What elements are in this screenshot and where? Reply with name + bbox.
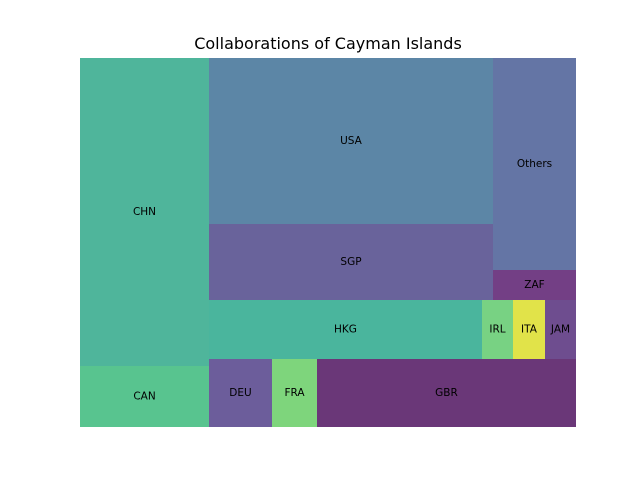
treemap-cell-ita [513,300,545,359]
treemap-cell-gbr [317,359,576,427]
treemap-label-others: Others [517,158,552,170]
treemap-label-sgp: SGP [340,256,361,268]
treemap-cell-chn [80,58,209,366]
treemap-cell-sgp [209,224,493,300]
treemap-label-fra: FRA [284,387,305,399]
treemap-label-ita: ITA [521,324,538,336]
treemap-label-irl: IRL [489,324,505,336]
treemap-cell-deu [209,359,272,427]
treemap-cell-fra [272,359,317,427]
chart-title: Collaborations of Cayman Islands [194,34,462,53]
treemap-label-zaf: ZAF [524,279,544,291]
treemap-cell-jam [545,300,576,359]
treemap-cell-irl [482,300,513,359]
treemap-labels: CHN CAN USA Others SGP ZAF HKG IRL ITA JAM DEU FRA G… [133,135,570,403]
treemap-label-hkg: HKG [334,324,357,336]
treemap-cell-can [80,366,209,427]
treemap-cells [80,58,576,427]
treemap-label-can: CAN [133,391,155,403]
treemap-label-usa: USA [340,135,363,147]
treemap-cell-others [493,58,576,270]
treemap-label-deu: DEU [229,387,251,399]
treemap-cell-usa [209,58,493,224]
treemap-cell-hkg [209,300,482,359]
treemap-cell-zaf [493,270,576,300]
treemap-label-gbr: GBR [435,387,458,399]
treemap-label-jam: JAM [550,324,570,336]
treemap-label-chn: CHN [133,206,156,218]
